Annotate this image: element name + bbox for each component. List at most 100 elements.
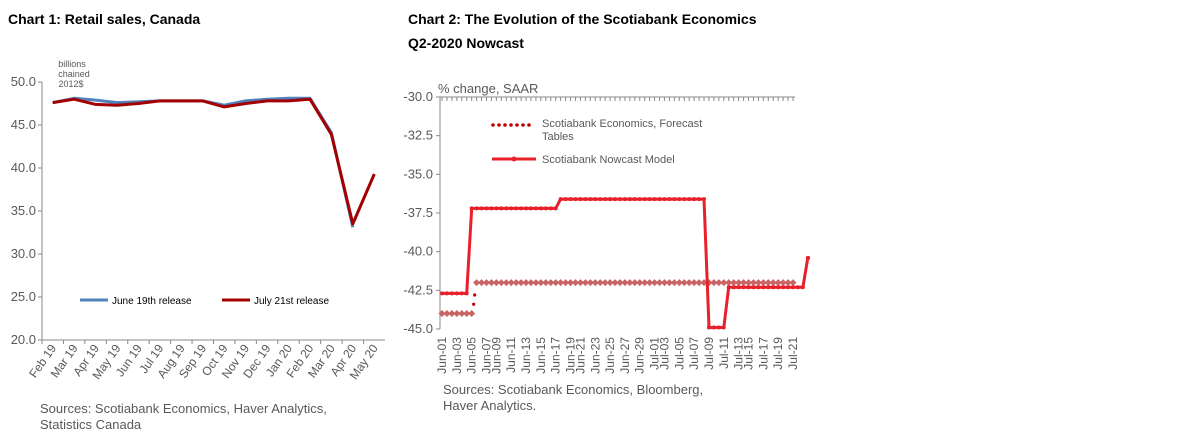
chart2-forecast-point [660, 279, 668, 287]
chart2-nowcast-point [711, 325, 716, 330]
chart2-nowcast-point [677, 197, 682, 202]
chart2-x-tick-label: Jul-19 [771, 337, 785, 370]
chart2-forecast-point [473, 279, 481, 287]
chart2-nowcast-point [489, 206, 494, 211]
chart2-forecast-point [537, 279, 545, 287]
chart2-forecast-point [596, 279, 604, 287]
chart2-x-tick-label: Jul-09 [702, 337, 716, 370]
chart2-forecast-point [453, 310, 461, 318]
chart2-forecast-point [764, 279, 772, 287]
chart2-forecast-point [636, 279, 644, 287]
chart2-nowcast-point [776, 285, 781, 290]
chart2-legend-label-2: Scotiabank Nowcast Model [542, 154, 675, 166]
chart2-nowcast-point [672, 197, 677, 202]
chart2-nowcast-point [692, 197, 697, 202]
chart2-x-tick-label: Jun-19 [564, 337, 578, 374]
chart2-nowcast-point [647, 197, 652, 202]
chart2-nowcast-point [543, 206, 548, 211]
chart2-nowcast-point [548, 206, 553, 211]
chart2-nowcast-point [578, 197, 583, 202]
chart2-nowcast-point [484, 206, 489, 211]
chart2-forecast-point [611, 279, 619, 287]
chart2-forecast-connector-dot [472, 302, 476, 306]
chart2-nowcast-point [687, 197, 692, 202]
chart2-forecast-point [507, 279, 515, 287]
chart2-nowcast-point [632, 197, 637, 202]
chart2-forecast-point [730, 279, 738, 287]
chart2-nowcast-point [800, 285, 805, 290]
chart2-forecast-point [502, 279, 510, 287]
chart2-x-tick-label: Jun-25 [603, 337, 617, 374]
chart2-legend-dot [497, 123, 501, 127]
chart2-y-tick-label: -35.0 [403, 166, 433, 181]
chart2-nowcast-point [553, 206, 558, 211]
chart2-x-tick-label: Jun-11 [504, 337, 518, 373]
chart1-title: Chart 1: Retail sales, Canada [8, 11, 201, 27]
chart2-nowcast-point [751, 285, 756, 290]
chart2-nowcast-point [524, 206, 529, 211]
chart2-nowcast-point [617, 197, 622, 202]
chart1-series-line-1 [52, 96, 355, 228]
chart2-nowcast-point [736, 285, 741, 290]
chart2-title-line2: Q2-2020 Nowcast [408, 35, 524, 51]
chart2-nowcast-point [716, 325, 721, 330]
chart2-forecast-point [621, 279, 629, 287]
chart2-y-tick-label: -45.0 [403, 321, 433, 336]
chart1-legend-label-1: June 19th release [112, 296, 192, 307]
chart2-y-tick-label: -37.5 [403, 205, 433, 220]
chart2-legend-dot [521, 123, 525, 127]
chart2-nowcast-point [697, 197, 702, 202]
chart1-y-tick-label: 45.0 [11, 117, 36, 132]
chart2-forecast-point [789, 279, 797, 287]
chart2-x-tick-label: Jun-09 [489, 337, 503, 374]
chart2-forecast-point [656, 279, 664, 287]
chart2-legend-label-1b: Tables [542, 131, 574, 143]
chart2-x-tick-label: Jun-05 [465, 337, 479, 374]
chart2-x-tick-label: Jun-15 [534, 337, 548, 374]
chart2-nowcast-point [593, 197, 598, 202]
chart2-x-tick-label: Jul-17 [756, 337, 770, 370]
chart1-unit-label: chained [58, 69, 90, 79]
chart2-nowcast-point [454, 291, 459, 296]
chart2-x-tick-label: Jul-07 [687, 337, 701, 370]
chart2-nowcast-point [726, 285, 731, 290]
chart2-nowcast-point [682, 197, 687, 202]
chart2-forecast-point [779, 279, 787, 287]
chart2-nowcast-point [504, 206, 509, 211]
chart2-legend-dot [491, 123, 495, 127]
chart1-y-tick-label: 30.0 [11, 246, 36, 261]
chart2-forecast-point [651, 279, 659, 287]
chart2-forecast-point [522, 279, 530, 287]
chart2-forecast-point [769, 279, 777, 287]
chart1-y-tick-label: 40.0 [11, 160, 36, 175]
chart2-legend-dot [527, 123, 531, 127]
chart2-x-tick-label: Jul-11 [717, 337, 731, 369]
chart2-nowcast-point [479, 206, 484, 211]
chart2-nowcast-point [652, 197, 657, 202]
chart2-nowcast-point [642, 197, 647, 202]
chart2-y-tick-label: -42.5 [403, 282, 433, 297]
chart2-y-tick-label: -32.5 [403, 128, 433, 143]
chart2-forecast-point [784, 279, 792, 287]
chart2-nowcast-point [598, 197, 603, 202]
chart2-y-tick-label: -40.0 [403, 244, 433, 259]
chart2-forecast-point [759, 279, 767, 287]
chart2-legend-dot [509, 123, 513, 127]
chart2-nowcast-point [805, 255, 810, 260]
chart2-forecast-point [478, 279, 486, 287]
chart2-forecast-point [616, 279, 624, 287]
chart1-unit-label: 2012$ [58, 79, 83, 89]
chart2-forecast-point [458, 310, 466, 318]
chart2-forecast-point [745, 279, 753, 287]
chart2-forecast-point [749, 279, 757, 287]
chart2-nowcast-point [721, 325, 726, 330]
chart2-nowcast-point [583, 197, 588, 202]
chart2-legend-dot [515, 123, 519, 127]
chart2-nowcast-point [608, 197, 613, 202]
chart1-unit-label: billions [58, 59, 86, 69]
chart2-forecast-point [720, 279, 728, 287]
chart2-nowcast-point [519, 206, 524, 211]
chart2-nowcast-point [791, 285, 795, 290]
chart2-nowcast-point [771, 285, 776, 290]
chart2-forecast-point [680, 279, 688, 287]
